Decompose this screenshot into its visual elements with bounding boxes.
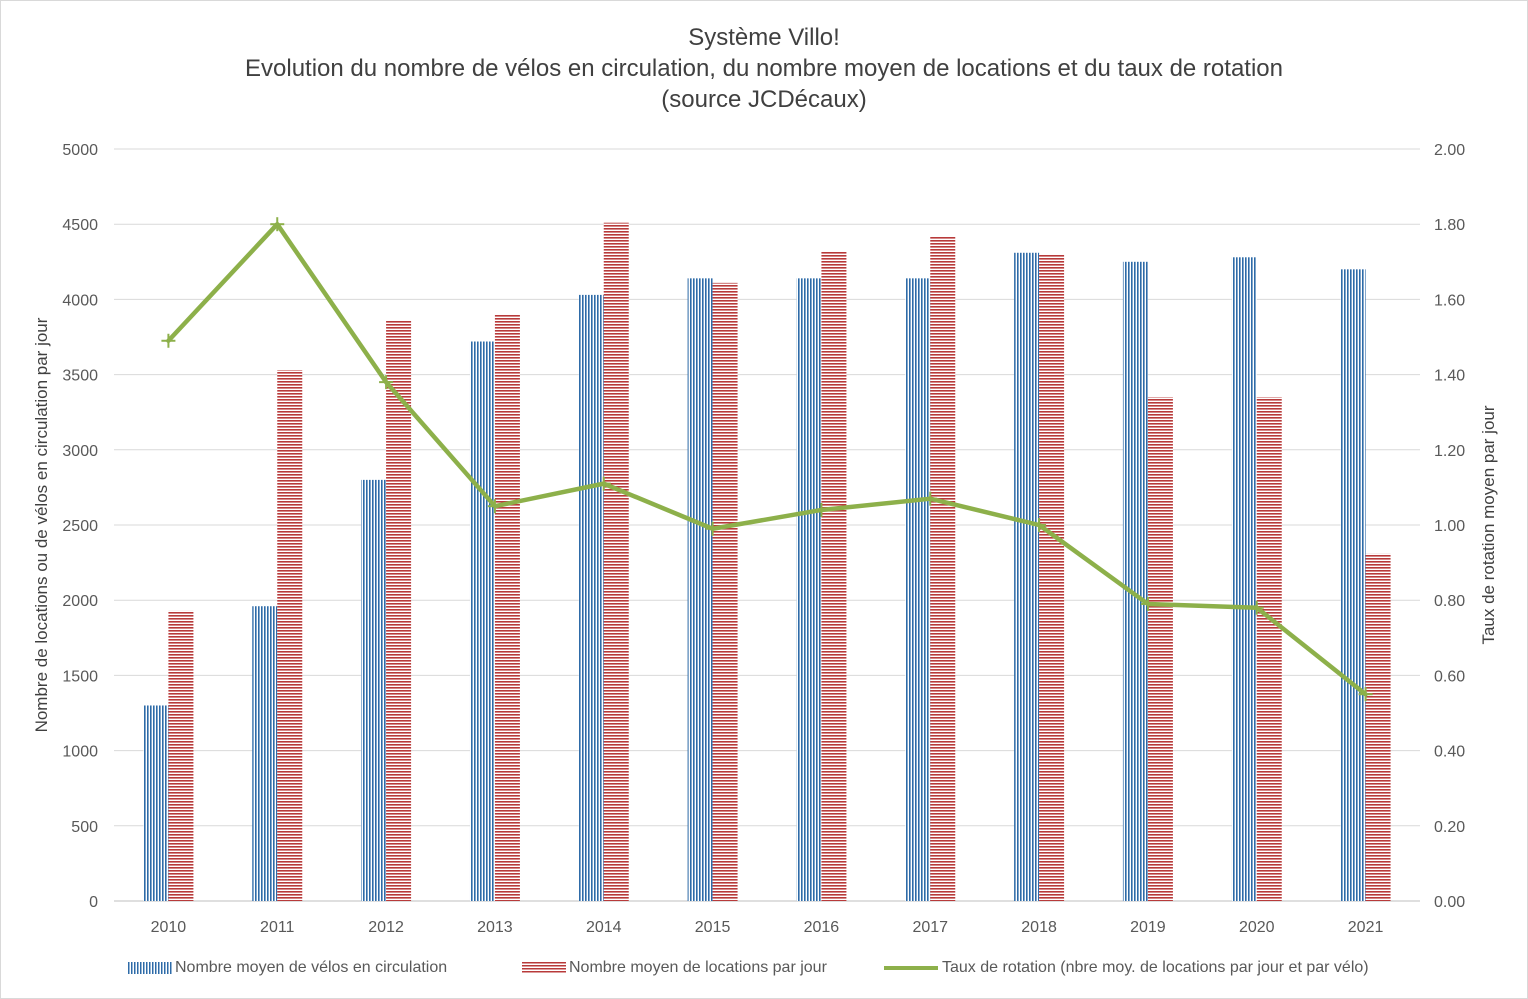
x-tick-label: 2015 [695,919,731,936]
bar-bikes [1340,269,1366,901]
axis-ticks: 0 500 1000 1500 2000 2500 3000 3500 4000 4500 5000… [62,142,1465,936]
x-tick-label: 2011 [260,919,295,936]
legend: Nombre moyen de vélos en circulation Nom… [0,955,1528,981]
legend-swatch-bikes [128,962,172,974]
legend-label-bikes: Nombre moyen de vélos en circulation [175,959,448,976]
y-right-tick-label: 0.00 [1434,894,1465,911]
bar-bikes [143,705,169,901]
y-right-tick-label: 1.40 [1434,368,1465,385]
bar-rentals [1147,397,1173,901]
y-left-tick-label: 2000 [62,593,98,610]
bar-rentals [494,314,520,901]
x-tick-label: 2014 [586,919,622,936]
rotation-point-marker [270,217,285,232]
y-left-tick-label: 4500 [62,217,98,234]
rotation-point-marker [379,375,394,390]
legend-label-rotation: Taux de rotation (nbre moy. de locations… [942,959,1369,976]
legend-item-bikes: Nombre moyen de vélos en circulation [128,955,447,981]
bar-rentals [1256,397,1282,901]
bar-bikes [252,606,278,901]
rotation-line [161,217,1373,702]
y-left-tick-label: 3000 [62,443,98,460]
bar-bikes [1122,261,1148,901]
bar-rentals [712,282,738,902]
legend-swatch-rotation [884,962,938,974]
rotation-point-marker [1032,518,1047,532]
rotation-point-marker [1140,596,1155,611]
x-tick-label: 2016 [804,919,840,936]
y-right-tick-label: 1.80 [1434,217,1465,234]
rotation-point-marker [487,499,502,514]
x-tick-label: 2010 [151,919,187,936]
rotation-point-marker [596,476,611,491]
gridlines [114,148,1420,902]
x-tick-label: 2020 [1239,919,1275,936]
bar-bikes [361,479,387,901]
rotation-line-path [166,221,1368,697]
legend-label-rentals: Nombre moyen de locations par jour [569,959,827,976]
y-right-tick-label: 0.20 [1434,819,1465,836]
x-tick-label: 2013 [477,919,513,936]
legend-item-rotation: Taux de rotation (nbre moy. de locations… [884,955,1369,981]
y-left-tick-label: 5000 [62,142,98,159]
y-left-tick-label: 1500 [62,668,98,685]
bar-rentals [603,222,629,902]
rotation-point-marker [705,521,720,536]
x-tick-label: 2012 [368,919,404,936]
x-tick-label: 2019 [1130,919,1166,936]
legend-item-rentals: Nombre moyen de locations par jour [522,955,827,981]
rotation-point-marker [923,491,938,506]
chart-title-line-2: Evolution du nombre de vélos en circulat… [245,55,1283,82]
chart-title-line-3: (source JCDécaux) [661,86,867,113]
y-left-tick-label: 0 [89,894,98,911]
chart-title-line-1: Système Villo! [688,24,840,51]
bar-rentals [168,610,194,901]
y-axis-left-title: Nombre de locations ou de vélos en circu… [32,317,51,732]
bars [143,222,1391,902]
x-tick-label: 2021 [1348,919,1384,936]
bar-bikes [578,294,604,901]
y-right-tick-label: 0.80 [1434,593,1465,610]
y-left-tick-label: 2500 [62,518,98,535]
bar-rentals [277,370,303,901]
bar-bikes [687,278,713,901]
bar-bikes [1231,257,1257,902]
bar-rentals [1365,553,1391,901]
y-left-tick-label: 1000 [62,744,98,761]
chart-title: Système Villo! Evolution du nombre de vé… [0,22,1528,115]
bar-rentals [1039,254,1065,901]
y-right-tick-label: 2.00 [1434,142,1465,159]
y-left-tick-label: 500 [71,819,98,836]
y-right-tick-label: 1.00 [1434,518,1465,535]
y-left-tick-label: 4000 [62,292,98,309]
y-axis-right-title: Taux de rotation moyen par jour [1479,405,1498,644]
rotation-point-marker [1358,687,1373,702]
y-right-tick-label: 0.40 [1434,744,1465,761]
x-tick-label: 2017 [912,919,948,936]
bar-rentals [930,236,956,901]
legend-swatch-rentals [522,962,566,974]
bar-rentals [821,251,847,902]
y-right-tick-label: 1.20 [1434,443,1465,460]
rotation-point-marker [1249,600,1264,615]
y-right-tick-label: 1.60 [1434,292,1465,309]
y-left-tick-label: 3500 [62,368,98,385]
x-tick-label: 2018 [1021,919,1057,936]
bar-bikes [796,278,822,901]
bar-bikes [905,278,931,901]
rotation-point-marker [814,502,829,517]
bar-bikes [469,341,495,902]
bar-bikes [1014,252,1040,901]
y-right-tick-label: 0.60 [1434,668,1465,685]
rotation-point-marker [161,333,176,348]
bar-rentals [386,320,412,901]
